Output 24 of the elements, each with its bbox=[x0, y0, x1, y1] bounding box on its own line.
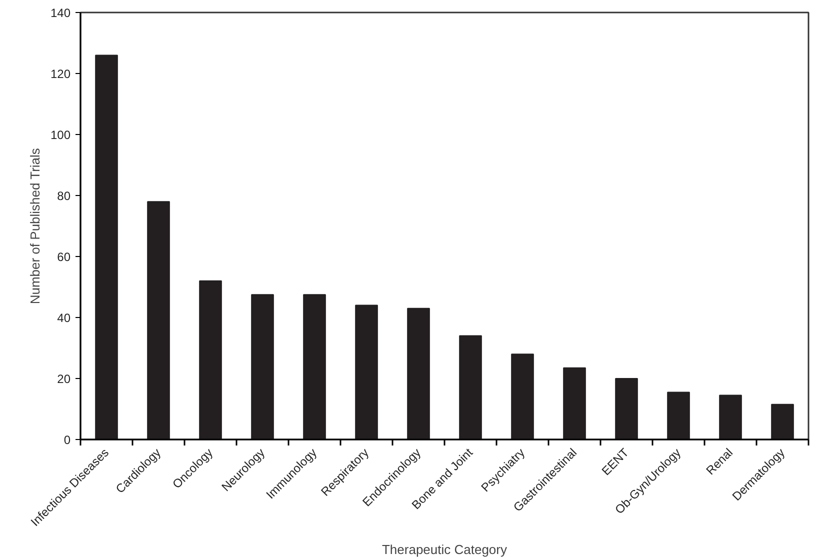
bar bbox=[303, 294, 326, 440]
y-tick-label: 20 bbox=[57, 372, 71, 386]
bar bbox=[771, 404, 794, 440]
bar bbox=[511, 354, 534, 440]
y-tick-label: 140 bbox=[50, 6, 71, 20]
y-tick-label: 100 bbox=[50, 128, 71, 142]
y-tick-label: 120 bbox=[50, 67, 71, 81]
bar bbox=[199, 280, 222, 440]
y-axis-title: Number of Published Trials bbox=[27, 148, 42, 304]
bar bbox=[251, 294, 274, 440]
bar bbox=[615, 378, 638, 440]
bar bbox=[563, 367, 586, 440]
bar bbox=[667, 392, 690, 440]
y-tick-label: 60 bbox=[57, 250, 71, 264]
bar bbox=[147, 201, 170, 440]
bar bbox=[95, 54, 118, 440]
y-tick-label: 40 bbox=[57, 311, 71, 325]
bar bbox=[355, 304, 378, 440]
y-tick-label: 80 bbox=[57, 189, 71, 203]
bar bbox=[407, 308, 430, 440]
x-axis-title: Therapeutic Category bbox=[382, 542, 508, 557]
bar bbox=[719, 394, 742, 440]
y-tick-label: 0 bbox=[64, 433, 71, 447]
bar bbox=[459, 335, 482, 440]
